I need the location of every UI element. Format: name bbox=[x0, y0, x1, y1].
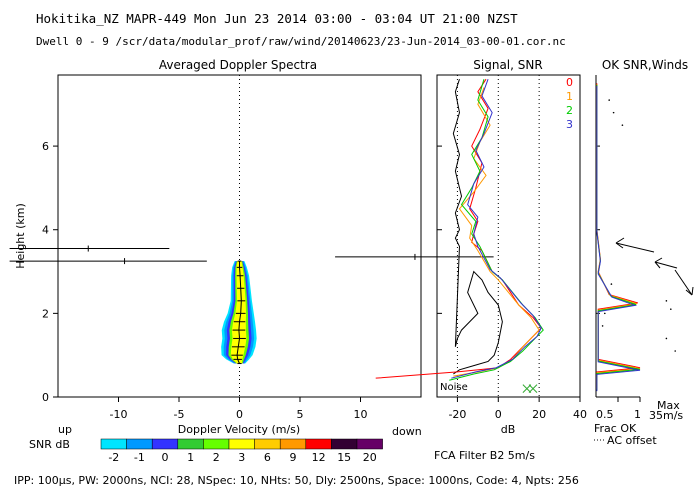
snr-colorbar: SNR dB -2 -1 0 1 2 3 6 9 12 15 20 bbox=[29, 438, 383, 464]
snr-frame bbox=[436, 74, 581, 398]
colorbar-tick: -2 bbox=[108, 451, 119, 464]
colorbar-cell bbox=[177, 438, 204, 450]
colorbar-tick: 15 bbox=[337, 451, 351, 464]
winds-panel: OK SNR,Winds 0.5 1 Frac OK AC offset Max… bbox=[594, 58, 694, 447]
spectra-contour-yellow bbox=[230, 261, 247, 364]
snr-panel: Signal, SNR -20 0 20 40 dB Noise 0 1 2 3 bbox=[375, 58, 587, 436]
colorbar-tick: 9 bbox=[290, 451, 297, 464]
legend-1: 1 bbox=[566, 90, 573, 103]
colorbar-tick: 12 bbox=[312, 451, 326, 464]
ac-offset-dot bbox=[601, 325, 604, 327]
snr-x-tick-label: 0 bbox=[495, 408, 502, 421]
winds-title: OK SNR,Winds bbox=[602, 58, 688, 72]
velocity-error-bars bbox=[9, 245, 494, 265]
x-tick-label: 0 bbox=[236, 408, 243, 421]
snr-series-3 bbox=[451, 79, 542, 379]
colorbar-cell bbox=[305, 438, 332, 450]
legend-2: 2 bbox=[566, 104, 573, 117]
colorbar-cell bbox=[151, 438, 179, 450]
snr-series-noise bbox=[452, 79, 503, 375]
snr-marker bbox=[522, 384, 532, 393]
y-axis-label: Height (km) bbox=[14, 203, 27, 269]
max-speed-label: 35m/s bbox=[649, 409, 683, 422]
colorbar-tick: -1 bbox=[134, 451, 145, 464]
ac-offset-label: AC offset bbox=[607, 434, 657, 447]
colorbar-tick: 2 bbox=[213, 451, 220, 464]
x-tick-label: 5 bbox=[297, 408, 304, 421]
ac-offset-dot bbox=[604, 312, 606, 315]
legend-0: 0 bbox=[566, 76, 573, 89]
colorbar-cell bbox=[126, 438, 153, 450]
snr-series-1 bbox=[453, 87, 540, 377]
snr-series-0 bbox=[375, 78, 542, 379]
snr-x-tick-label: 20 bbox=[532, 408, 546, 421]
colorbar-cell bbox=[203, 438, 230, 450]
x-tick-label: 10 bbox=[354, 408, 368, 421]
spectra-title: Averaged Doppler Spectra bbox=[159, 58, 317, 72]
snr-marker bbox=[528, 384, 538, 393]
filter-label: FCA Filter B2 5m/s bbox=[434, 449, 535, 462]
wind-arrow bbox=[674, 269, 693, 296]
colorbar-cell bbox=[331, 438, 358, 450]
snr-legend: 0 1 2 3 bbox=[566, 76, 573, 131]
frac-ok-line bbox=[596, 85, 641, 392]
x-tick-label: -5 bbox=[174, 408, 185, 421]
wind-arrow bbox=[654, 261, 678, 269]
max-label: Max bbox=[657, 399, 680, 412]
winds-tick-1: 1 bbox=[634, 408, 641, 421]
colorbar-cell bbox=[228, 438, 255, 450]
noise-label: Noise bbox=[440, 382, 468, 393]
frac-ok-line bbox=[596, 85, 641, 391]
x-tick-label: -10 bbox=[110, 408, 128, 421]
colorbar-label: SNR dB bbox=[29, 438, 70, 451]
colorbar-tick: 6 bbox=[264, 451, 271, 464]
colorbar-tick: 3 bbox=[238, 451, 245, 464]
ac-offset-dot bbox=[612, 111, 615, 114]
header-file-path: Dwell 0 - 9 /scr/data/modular_prof/raw/w… bbox=[36, 35, 566, 48]
ac-offset-dot bbox=[674, 350, 676, 352]
ac-offset-dot bbox=[621, 124, 624, 126]
colorbar-tick: 1 bbox=[187, 451, 194, 464]
frac-ok-line bbox=[596, 84, 641, 390]
x-axis-label: Doppler Velocity (m/s) bbox=[178, 423, 300, 436]
spectra-axes: -10 -5 0 5 10 0 2 4 6 bbox=[42, 140, 368, 421]
wind-arrow bbox=[615, 242, 655, 253]
snr-series-2 bbox=[449, 79, 544, 381]
y-tick-label: 4 bbox=[42, 224, 49, 237]
legend-3: 3 bbox=[566, 118, 573, 131]
wind-arrowhead bbox=[685, 286, 694, 296]
ac-offset-dot bbox=[608, 99, 610, 101]
snr-x-tick-label: 40 bbox=[573, 408, 587, 421]
snr-x-label: dB bbox=[501, 423, 516, 436]
colorbar-cell bbox=[100, 438, 127, 450]
colorbar-cell bbox=[356, 438, 383, 450]
colorbar-cell bbox=[279, 438, 307, 450]
colorbar-tick: 20 bbox=[363, 451, 377, 464]
spectra-field bbox=[221, 260, 257, 365]
ac-offset-dot bbox=[670, 308, 672, 310]
ac-offset-dot bbox=[665, 337, 668, 340]
ac-offset-dot bbox=[610, 283, 613, 285]
header-title: Hokitika_NZ MAPR-449 Mon Jun 23 2014 03:… bbox=[36, 11, 518, 26]
ac-offset-dot bbox=[665, 300, 668, 302]
frac-ok-line bbox=[596, 83, 641, 389]
y-tick-label: 0 bbox=[42, 391, 49, 404]
snr-title: Signal, SNR bbox=[473, 58, 542, 72]
winds-tick-05: 0.5 bbox=[596, 408, 614, 421]
frac-ok-label: Frac OK bbox=[594, 422, 637, 435]
down-label: down bbox=[392, 425, 422, 438]
up-label: up bbox=[58, 423, 72, 436]
colorbar-cell bbox=[254, 438, 281, 450]
wind-arrowhead bbox=[615, 237, 625, 249]
y-tick-label: 2 bbox=[42, 307, 49, 320]
snr-x-tick-label: -20 bbox=[448, 408, 466, 421]
radar-parameters: IPP: 100µs, PW: 2000ns, NCI: 28, NSpec: … bbox=[14, 474, 579, 487]
colorbar-tick: 0 bbox=[162, 451, 169, 464]
y-tick-label: 6 bbox=[42, 140, 49, 153]
spectra-panel: Averaged Doppler Spectra -10 -5 0 5 10 0 2 4 6 H… bbox=[9, 58, 494, 438]
wind-arrowhead bbox=[654, 257, 663, 269]
